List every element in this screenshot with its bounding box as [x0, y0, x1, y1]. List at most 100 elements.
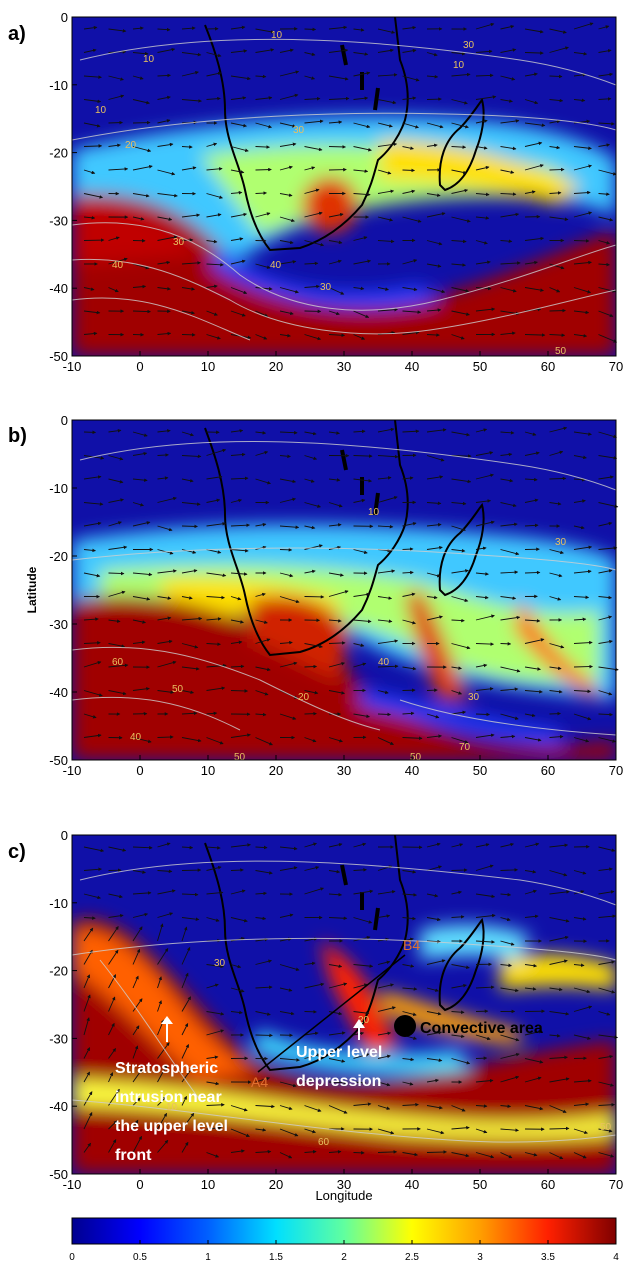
wind-vector	[451, 334, 465, 340]
wind-vector	[230, 1149, 245, 1153]
wind-vector	[279, 1081, 297, 1088]
wind-vector	[573, 73, 587, 77]
wind-vector	[206, 1103, 225, 1107]
wind-vector	[230, 1105, 248, 1112]
panel-c-section-labels: B4 A4	[251, 937, 420, 1090]
wind-vector	[475, 22, 495, 30]
y-tick-label: -20	[49, 964, 68, 979]
wind-vector	[500, 239, 513, 243]
wind-vector	[157, 73, 171, 78]
wind-vector	[83, 48, 97, 53]
wind-vector	[573, 1005, 593, 1012]
wind-vector	[108, 167, 129, 171]
wind-vector	[475, 687, 494, 691]
wind-vector	[255, 1104, 275, 1109]
wind-vector	[426, 1150, 447, 1154]
wind-vector	[549, 572, 563, 578]
wind-vector	[83, 1091, 93, 1106]
wind-vector	[377, 983, 394, 989]
wind-vector	[402, 259, 418, 265]
wind-vector	[157, 496, 177, 503]
y-tick-label: -30	[49, 617, 68, 632]
wind-vector	[206, 1011, 225, 1016]
wind-vector	[353, 310, 370, 318]
wind-vector	[255, 891, 267, 896]
wind-vector	[500, 549, 520, 556]
wind-vector	[573, 98, 586, 103]
wind-vector	[500, 75, 516, 81]
wind-vector	[377, 596, 393, 600]
wind-vector	[353, 498, 366, 503]
wind-vector	[328, 641, 346, 645]
wind-vector	[524, 287, 544, 292]
wind-vector	[157, 193, 178, 198]
wind-vector	[206, 284, 218, 289]
wind-vector	[549, 1077, 570, 1083]
wind-vector	[500, 169, 515, 174]
wind-vector	[475, 893, 496, 899]
panel-a: 10 10 10 10 20 30 30 40 30 40 30 50 a) -…	[8, 10, 623, 374]
wind-vector	[549, 917, 570, 923]
wind-vector	[108, 926, 119, 942]
wind-vector	[108, 690, 127, 696]
wind-vector	[132, 1069, 142, 1083]
contour-label: 10	[271, 30, 283, 41]
wind-vector	[451, 666, 462, 670]
wind-vector	[230, 498, 242, 503]
annotation-line: Convective area	[420, 1020, 543, 1037]
x-tick-label: 20	[269, 359, 283, 374]
wind-vector	[181, 972, 189, 989]
wind-vector	[108, 1088, 120, 1106]
wind-vector	[402, 25, 417, 30]
annotation-line: intrusion near	[115, 1089, 222, 1106]
wind-vector	[500, 963, 512, 968]
wind-vector	[451, 843, 464, 848]
contour-label: 50	[172, 684, 184, 695]
wind-vector	[328, 916, 348, 921]
wind-vector	[108, 143, 121, 148]
wind-vector	[598, 455, 618, 460]
y-tick-label: -50	[49, 1167, 68, 1182]
wind-vector	[549, 450, 564, 456]
wind-vector	[132, 912, 149, 918]
wind-vector	[402, 122, 419, 129]
wind-vector	[426, 428, 447, 433]
wind-vector	[475, 712, 490, 717]
wind-vector	[279, 987, 293, 992]
wind-vector	[475, 614, 495, 621]
wind-vector	[353, 169, 369, 173]
wind-vector	[108, 1139, 117, 1153]
panel-b-vectors	[83, 426, 619, 746]
wind-vector	[573, 260, 592, 265]
wind-vector	[524, 1076, 542, 1083]
x-tick-label: 20	[269, 763, 283, 778]
wind-vector	[402, 96, 417, 100]
wind-vector	[255, 450, 269, 456]
wind-vector	[451, 1034, 465, 1039]
wind-vector	[402, 429, 420, 434]
annotation-convective-area: Convective area	[394, 1015, 543, 1037]
wind-vector	[279, 260, 297, 265]
contour-label: 10	[143, 54, 155, 65]
wind-vector	[255, 48, 275, 53]
contour-label: 10	[453, 60, 465, 71]
wind-vector	[255, 522, 267, 527]
wind-vector	[328, 240, 343, 245]
convective-area-marker	[394, 1015, 416, 1037]
wind-vector	[279, 846, 298, 851]
wind-vector	[206, 663, 227, 668]
wind-vector	[475, 1034, 491, 1041]
wind-vector	[402, 1011, 417, 1017]
wind-vector	[181, 996, 191, 1012]
wind-vector	[255, 1011, 271, 1016]
wind-vector	[279, 193, 293, 197]
wind-vector	[230, 122, 247, 128]
wind-vector	[402, 1057, 415, 1062]
wind-vector	[206, 737, 224, 745]
wind-vector	[279, 287, 299, 294]
wind-vector	[108, 28, 127, 33]
wind-vector	[377, 427, 395, 433]
wind-vector	[157, 142, 174, 147]
wind-vector	[304, 544, 323, 550]
wind-vector	[108, 478, 124, 484]
